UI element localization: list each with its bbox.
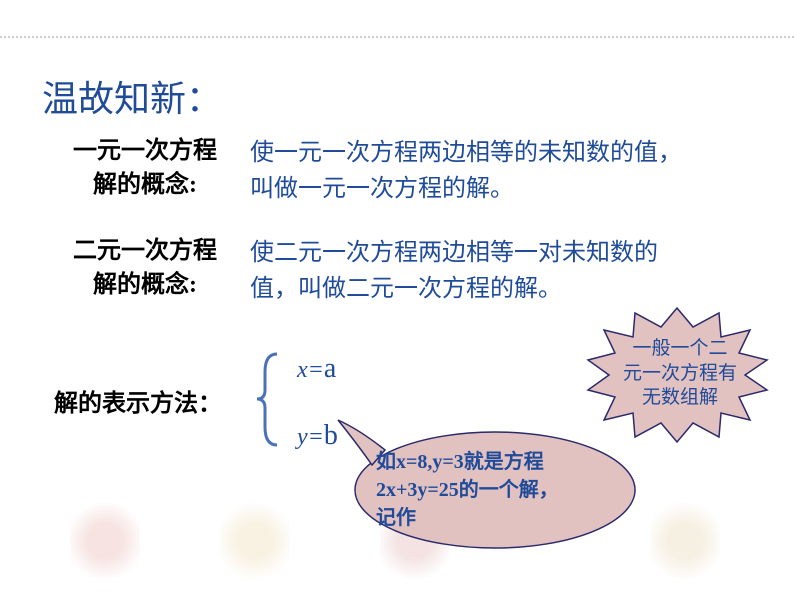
label-line: 二元一次方程 — [73, 238, 217, 264]
concept-label-1: 一元一次方程 解的概念: — [50, 135, 240, 202]
method-row: 解的表示方法： — [48, 380, 228, 428]
speech-line: 如x=8,y=3就是方程 — [376, 451, 544, 473]
label-line: 一元一次方程 — [73, 138, 217, 164]
burst-line: 一般一个二 — [632, 338, 727, 359]
left-brace — [255, 352, 283, 447]
speech-line: 记作 — [376, 507, 416, 529]
speech-line: 2x+3y=25的一个解， — [376, 479, 559, 501]
speech-callout: 如x=8,y=3就是方程 2x+3y=25的一个解， 记作 — [330, 415, 640, 555]
concept-desc-1: 使一元一次方程两边相等的未知数的值，叫做一元一次方程的解。 — [250, 135, 690, 207]
starburst-text: 一般一个二 元一次方程有 无数组解 — [620, 337, 740, 411]
speech-text: 如x=8,y=3就是方程 2x+3y=25的一个解， 记作 — [376, 448, 559, 532]
label-line: 解的概念: — [93, 272, 197, 298]
concept-row-2: 二元一次方程 解的概念: 使二元一次方程两边相等一对未知数的值，叫做二元一次方程… — [50, 235, 670, 307]
method-label: 解的表示方法： — [48, 380, 228, 428]
decorative-blur — [650, 496, 720, 586]
concept-desc-2: 使二元一次方程两边相等一对未知数的值，叫做二元一次方程的解。 — [250, 235, 670, 307]
burst-line: 元一次方程有 — [623, 363, 737, 384]
label-line: 解的概念: — [93, 172, 197, 198]
decorative-blur — [70, 496, 140, 586]
divider-dotted — [0, 36, 794, 38]
burst-line: 无数组解 — [642, 387, 718, 408]
eq-rhs: a — [324, 353, 336, 384]
concept-label-2: 二元一次方程 解的概念: — [50, 235, 240, 302]
eq-lhs: x= — [297, 357, 324, 383]
equation-x: x=a — [297, 353, 336, 385]
concept-row-1: 一元一次方程 解的概念: 使一元一次方程两边相等的未知数的值，叫做一元一次方程的… — [50, 135, 690, 207]
decorative-blur — [220, 496, 290, 586]
page-title: 温故知新： — [42, 70, 222, 122]
eq-lhs: y= — [297, 424, 324, 450]
